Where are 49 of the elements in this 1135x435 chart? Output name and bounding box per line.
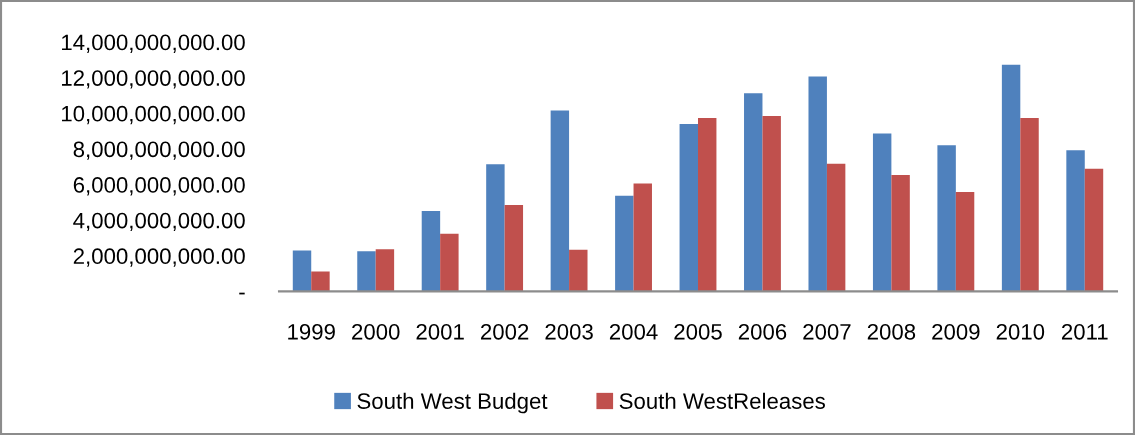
bar [292, 250, 312, 292]
bar [1066, 150, 1085, 292]
y-tick-label: 4,000,000,000.00 [73, 212, 245, 232]
bar [872, 133, 892, 292]
y-tick-label: 12,000,000,000.00 [62, 70, 245, 89]
x-tick-label: 2004 [609, 323, 658, 340]
x-tick-label: 1999 [288, 323, 335, 340]
y-tick-label: 8,000,000,000.00 [73, 141, 245, 160]
bar [375, 249, 395, 292]
bar [808, 76, 827, 292]
y-tick-label: 14,000,000,000.00 [62, 34, 245, 53]
bar [698, 117, 717, 292]
x-tick-label: 2005 [674, 323, 722, 340]
x-tick-label: 2007 [803, 323, 851, 340]
bar [762, 115, 781, 292]
bar [744, 93, 763, 292]
bar [357, 251, 376, 292]
bar [504, 205, 524, 292]
y-tick-label: - [239, 292, 245, 295]
y-tick-label: 10,000,000,000.00 [62, 105, 245, 125]
x-tick-label: 2003 [545, 323, 593, 340]
x-tick-label: 2010 [996, 323, 1045, 340]
bar [891, 174, 910, 292]
bar [421, 211, 441, 292]
bar [615, 195, 634, 292]
legend-label: South WestReleases [619, 392, 825, 409]
x-tick-label: 2002 [481, 323, 529, 340]
bar [826, 163, 846, 292]
bar [679, 123, 698, 292]
x-tick-label: 2011 [1061, 323, 1108, 340]
bar [569, 249, 588, 292]
y-tick-label: 2,000,000,000.00 [73, 248, 245, 267]
bar [1001, 64, 1021, 292]
x-tick-label: 2001 [416, 323, 464, 340]
bar [1020, 117, 1039, 292]
x-tick-label: 2000 [352, 323, 400, 340]
x-tick-label: 2008 [867, 323, 916, 340]
bar [937, 145, 956, 292]
y-tick-label: 6,000,000,000.00 [73, 177, 245, 196]
x-tick-label: 2009 [932, 323, 980, 340]
bar [550, 110, 570, 292]
bar [1084, 168, 1104, 292]
bar [955, 192, 975, 292]
bar [633, 183, 652, 292]
bar [486, 164, 505, 292]
x-tick-label: 2006 [738, 323, 787, 340]
legend-label: South West Budget [357, 392, 548, 414]
bar [311, 271, 330, 292]
bar [440, 233, 459, 292]
